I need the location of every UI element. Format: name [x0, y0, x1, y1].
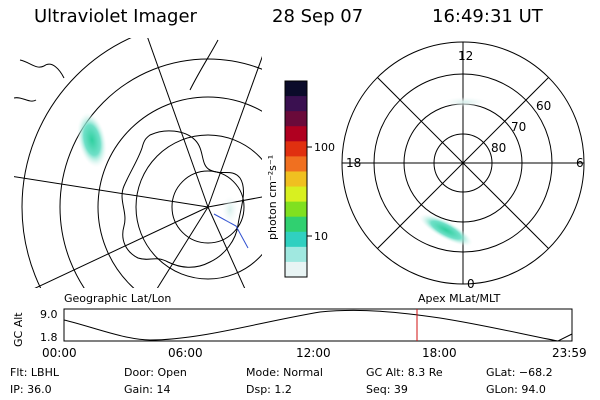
timeline-ytick: 1.8: [40, 331, 58, 344]
mode-info: Mode: Normal: [246, 366, 323, 379]
aurora-emission: [443, 97, 487, 107]
mlat-label-60: 60: [536, 99, 551, 113]
aurora-emission: [77, 112, 107, 168]
geo-map-label: Geographic Lat/Lon: [64, 292, 171, 305]
timeline-xtick: 18:00: [422, 346, 457, 360]
gc-alt-info: GC Alt: 8.3 Re: [366, 366, 443, 379]
coastline-fragment: [14, 59, 65, 102]
seq-info: Seq: 39: [366, 383, 408, 396]
colorbar-swatch: [285, 231, 307, 248]
geo-lat-circle: [21, 38, 132, 288]
geo-lat-circle: [59, 58, 262, 288]
mlat-label-70: 70: [511, 120, 526, 134]
mlt-label-6: 6: [576, 156, 584, 170]
glat-info: GLat: −68.2: [486, 366, 553, 379]
colorbar-swatch: [285, 111, 307, 127]
colorbar: 100 10 photon cm⁻²s⁻¹: [266, 80, 335, 278]
terminator-line: [213, 213, 249, 249]
timeline-xtick: 00:00: [42, 346, 77, 360]
geo-lat-circle: [171, 170, 245, 244]
date-label: 28 Sep 07: [272, 6, 364, 27]
colorbar-swatch: [285, 81, 307, 97]
colorbar-swatch: [285, 156, 307, 172]
mlat-label-80: 80: [491, 141, 506, 155]
filter-info: Flt: LBHL: [10, 366, 59, 379]
apex-map-label: Apex MLat/MLT: [418, 292, 501, 305]
colorbar-tick-label: 100: [314, 141, 335, 154]
colorbar-swatch: [285, 141, 307, 157]
colorbar-swatch: [285, 126, 307, 142]
time-label: 16:49:31 UT: [432, 6, 543, 27]
colorbar-swatch: [285, 246, 307, 263]
colorbar-swatch: [285, 96, 307, 112]
apex-meridian: [374, 74, 552, 252]
timeline-xtick: 23:59: [552, 346, 587, 360]
colorbar-tick-label: 10: [314, 230, 328, 243]
aurora-emission: [222, 196, 238, 224]
geo-lat-circle: [135, 134, 262, 280]
ip-info: IP: 36.0: [10, 383, 52, 396]
geo-meridian: [207, 56, 262, 208]
gain-info: Gain: 14: [124, 383, 171, 396]
colorbar-swatch: [285, 186, 307, 203]
geo-meridian: [147, 38, 209, 208]
timeline-ytick: 9.0: [40, 308, 58, 321]
instrument-title: Ultraviolet Imager: [34, 6, 197, 27]
geo-meridian: [34, 206, 209, 288]
door-info: Door: Open: [124, 366, 187, 379]
aurora-emission: [419, 213, 473, 247]
geo-meridian: [156, 206, 209, 288]
colorbar-swatch: [285, 171, 307, 188]
geo-lat-circle: [97, 96, 262, 288]
colorbar-frame: [284, 80, 308, 278]
orbit-altitude-curve: [63, 309, 573, 342]
mlt-label-0: 0: [467, 277, 475, 291]
mlt-label-18: 18: [346, 156, 361, 170]
glon-info: GLon: 94.0: [486, 383, 546, 396]
timeline-ylabel: GC Alt: [12, 312, 25, 347]
geographic-map: [14, 38, 262, 288]
orbit-timeline: 9.0 1.8 GC Alt 00:00 06:00 12:00 18:00 2…: [12, 308, 587, 360]
mlt-label-12: 12: [458, 49, 473, 63]
colorbar-swatch: [285, 201, 307, 218]
colorbar-swatch: [285, 261, 307, 278]
timeline-xtick: 06:00: [168, 346, 203, 360]
geo-meridian: [207, 206, 246, 288]
colorbar-unit-label: photon cm⁻²s⁻¹: [266, 155, 279, 240]
coastline: [121, 130, 244, 268]
colorbar-swatch: [285, 216, 307, 233]
geo-meridian: [14, 176, 209, 208]
timeline-frame: [63, 308, 573, 342]
apex-map: [341, 41, 585, 285]
coastline-fragment: [189, 39, 219, 91]
timeline-xtick: 12:00: [296, 346, 331, 360]
dsp-info: Dsp: 1.2: [246, 383, 292, 396]
